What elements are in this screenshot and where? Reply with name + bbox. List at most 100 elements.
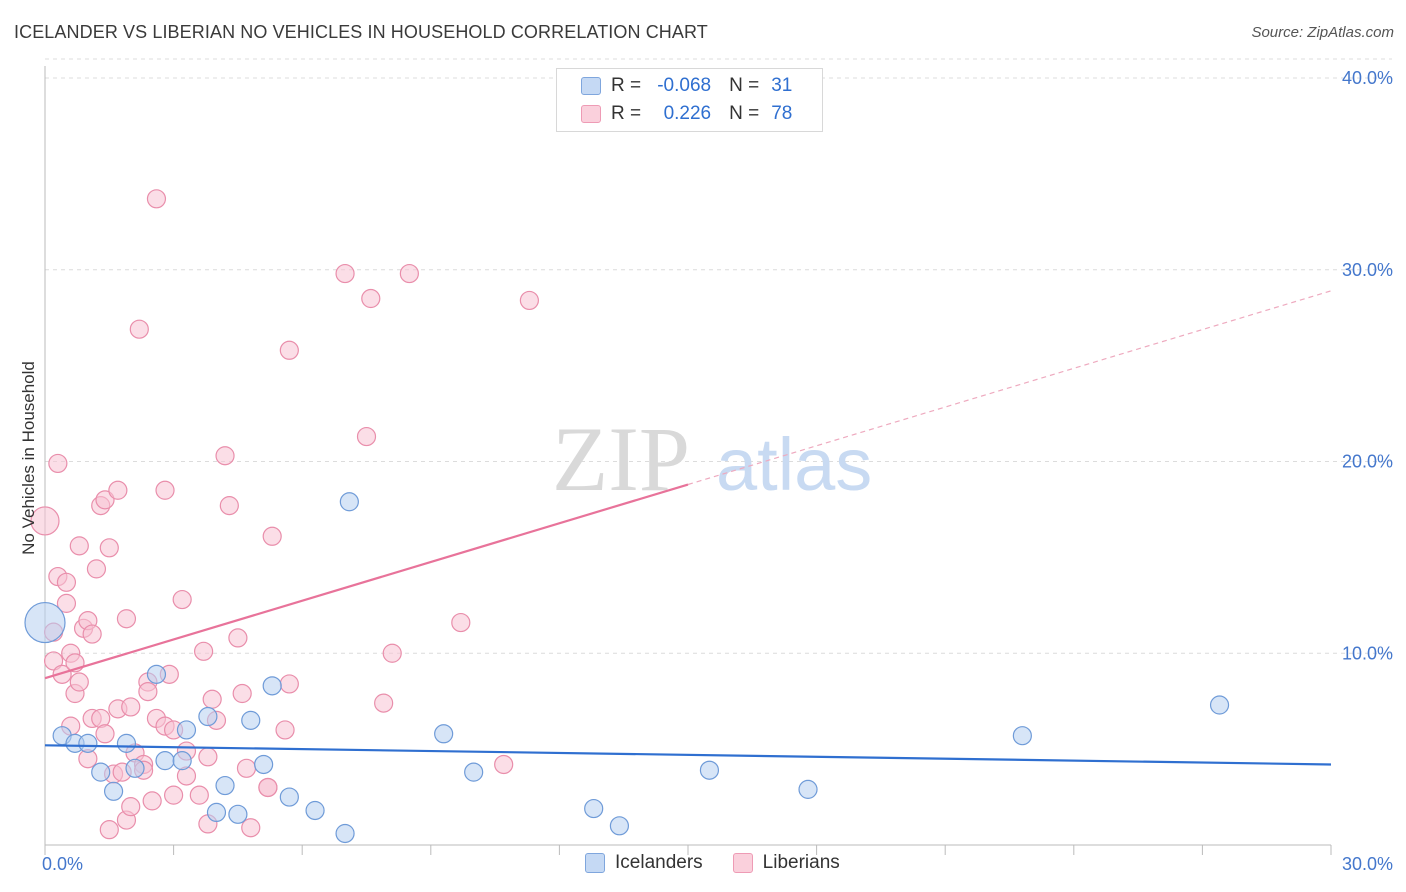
trend-line-icelanders	[44, 744, 1332, 766]
data-point[interactable]	[103, 781, 124, 801]
data-point[interactable]	[798, 779, 818, 799]
axes	[44, 66, 1332, 855]
data-point[interactable]	[339, 492, 359, 512]
legend-swatch-pink	[581, 105, 601, 123]
legend-label-icelanders: Icelanders	[615, 852, 703, 873]
data-point[interactable]	[155, 480, 175, 500]
watermark-atlas: atlas	[716, 423, 872, 506]
legend-row-liberians: R = 0.226 N = 78	[581, 101, 792, 127]
data-point[interactable]	[494, 754, 514, 775]
data-point[interactable]	[241, 710, 261, 730]
data-point[interactable]	[146, 189, 167, 209]
data-point[interactable]	[519, 290, 539, 311]
data-point[interactable]	[228, 628, 248, 648]
data-point[interactable]	[275, 720, 295, 740]
data-point[interactable]	[24, 601, 66, 644]
data-point[interactable]	[91, 762, 111, 782]
data-point[interactable]	[584, 798, 604, 819]
data-point[interactable]	[335, 263, 355, 284]
legend-swatch-pink	[732, 853, 753, 873]
data-point[interactable]	[99, 538, 119, 558]
data-point[interactable]	[52, 664, 72, 684]
data-point[interactable]	[69, 536, 89, 556]
data-point[interactable]	[464, 762, 484, 782]
data-point[interactable]	[699, 760, 720, 780]
legend-item-liberians[interactable]: Liberians	[732, 852, 840, 874]
data-point[interactable]	[1012, 726, 1032, 746]
data-point[interactable]	[1209, 695, 1230, 715]
data-point[interactable]	[198, 706, 218, 727]
series-legend: Icelanders Liberians	[585, 852, 870, 874]
data-point[interactable]	[279, 787, 299, 807]
data-point[interactable]	[121, 697, 141, 717]
trend-extension-liberians	[687, 290, 1332, 486]
data-point[interactable]	[219, 496, 239, 516]
data-point[interactable]	[116, 733, 137, 753]
data-point[interactable]	[172, 751, 192, 771]
source-label: Source: ZipAtlas.com	[1251, 24, 1394, 41]
data-point[interactable]	[164, 785, 184, 805]
data-point[interactable]	[361, 288, 381, 309]
legend-swatch-blue	[585, 853, 605, 873]
data-point[interactable]	[279, 674, 299, 694]
legend-item-icelanders[interactable]: Icelanders	[585, 852, 703, 874]
data-point[interactable]	[172, 589, 192, 610]
data-point[interactable]	[262, 526, 282, 546]
data-point[interactable]	[356, 426, 377, 447]
data-point[interactable]	[198, 747, 218, 767]
legend-swatch-blue	[581, 77, 601, 95]
data-point[interactable]	[206, 802, 227, 823]
data-point[interactable]	[374, 693, 394, 713]
data-point[interactable]	[142, 791, 162, 811]
chart-title: ICELANDER VS LIBERIAN NO VEHICLES IN HOU…	[14, 22, 708, 42]
data-point[interactable]	[609, 816, 630, 836]
data-point[interactable]	[335, 823, 355, 844]
data-point[interactable]	[279, 340, 299, 360]
data-point[interactable]	[86, 559, 107, 579]
data-point[interactable]	[202, 689, 222, 709]
data-point[interactable]	[125, 758, 145, 778]
data-point[interactable]	[399, 263, 419, 284]
data-point[interactable]	[176, 720, 197, 740]
data-point[interactable]	[434, 724, 454, 744]
y-tick-label: 40.0%	[1342, 68, 1393, 88]
data-point[interactable]	[78, 733, 98, 753]
data-point[interactable]	[215, 446, 235, 466]
data-point[interactable]	[56, 593, 77, 613]
data-point[interactable]	[129, 319, 149, 339]
legend-row-icelanders: R = -0.068 N = 31	[581, 73, 792, 99]
data-point[interactable]	[254, 754, 274, 775]
data-point[interactable]	[56, 572, 77, 592]
data-point[interactable]	[305, 800, 325, 821]
data-point[interactable]	[228, 804, 248, 824]
legend-n-label: N =	[729, 103, 760, 124]
data-point[interactable]	[99, 820, 119, 840]
legend-n-value: 78	[771, 103, 793, 124]
data-point[interactable]	[30, 506, 60, 536]
legend-r-label: R =	[611, 103, 642, 124]
data-point[interactable]	[382, 643, 402, 663]
data-point[interactable]	[236, 758, 257, 778]
data-point[interactable]	[451, 612, 471, 633]
data-point[interactable]	[138, 681, 158, 702]
data-point[interactable]	[121, 797, 141, 817]
data-point[interactable]	[116, 609, 137, 629]
data-point[interactable]	[69, 672, 89, 692]
data-point[interactable]	[241, 818, 261, 838]
data-point[interactable]	[194, 641, 214, 661]
data-point[interactable]	[95, 724, 115, 744]
data-point[interactable]	[95, 490, 115, 510]
data-point[interactable]	[82, 624, 102, 644]
data-point[interactable]	[146, 664, 167, 684]
data-point[interactable]	[189, 785, 209, 805]
y-tick-label: 30.0%	[1342, 260, 1393, 280]
data-point[interactable]	[262, 676, 282, 696]
data-point[interactable]	[48, 453, 68, 474]
legend-label-liberians: Liberians	[762, 852, 840, 873]
data-point[interactable]	[232, 683, 252, 704]
data-point[interactable]	[215, 775, 235, 796]
data-point[interactable]	[155, 751, 175, 771]
data-point[interactable]	[258, 777, 278, 798]
data-point[interactable]	[108, 480, 128, 500]
data-point[interactable]	[43, 651, 64, 671]
